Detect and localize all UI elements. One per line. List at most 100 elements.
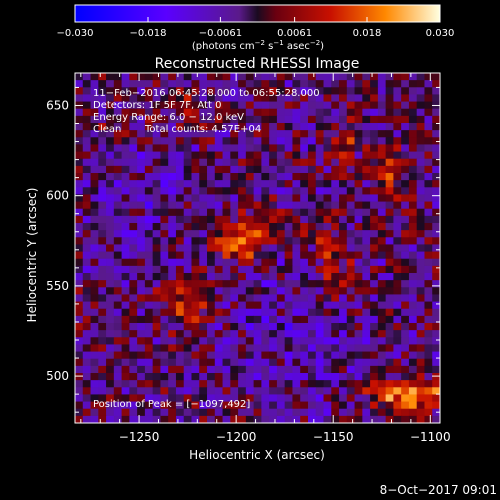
heatmap-cell xyxy=(307,394,317,402)
heatmap-cell xyxy=(137,144,146,152)
heatmap-cell xyxy=(339,101,348,110)
heatmap-cell xyxy=(331,223,340,231)
heatmap-cell xyxy=(292,301,301,310)
heatmap-cell xyxy=(214,244,223,252)
heatmap-cell xyxy=(292,308,301,317)
heatmap-cell xyxy=(230,87,239,95)
heatmap-cell xyxy=(152,337,161,345)
heatmap-cell xyxy=(152,258,161,267)
heatmap-cell xyxy=(90,94,99,102)
heatmap-cell xyxy=(331,230,340,238)
heatmap-cell xyxy=(393,365,402,374)
heatmap-cell xyxy=(168,337,177,345)
heatmap-cell xyxy=(214,215,223,224)
heatmap-cell xyxy=(416,308,425,317)
heatmap-cell xyxy=(269,258,278,267)
heatmap-cell xyxy=(346,337,355,345)
heatmap-cell xyxy=(300,208,309,217)
heatmap-cell xyxy=(144,287,154,295)
heatmap-cell xyxy=(129,230,138,238)
heatmap-cell xyxy=(121,101,130,110)
heatmap-cell xyxy=(222,337,231,345)
heatmap-cell xyxy=(300,401,309,410)
heatmap-cell xyxy=(152,87,161,95)
heatmap-cell xyxy=(323,165,332,174)
heatmap-cell xyxy=(168,287,177,295)
heatmap-cell xyxy=(393,73,402,81)
heatmap-cell xyxy=(377,280,387,288)
heatmap-cell xyxy=(199,280,208,288)
heatmap-cell xyxy=(98,244,107,252)
y-tick-label: 550 xyxy=(46,279,69,293)
heatmap-cell xyxy=(183,365,192,374)
heatmap-cell xyxy=(253,287,262,295)
heatmap-cell xyxy=(214,258,223,267)
heatmap-cell xyxy=(300,280,309,288)
heatmap-cell xyxy=(191,244,200,252)
heatmap-cell xyxy=(362,330,371,338)
heatmap-cell xyxy=(424,344,433,352)
heatmap-cell xyxy=(362,387,371,395)
heatmap-cell xyxy=(168,80,177,88)
heatmap-cell xyxy=(230,294,239,302)
heatmap-cell xyxy=(393,151,402,160)
heatmap-cell xyxy=(307,365,317,374)
heatmap-cell xyxy=(222,265,231,274)
heatmap-cell xyxy=(269,115,278,124)
heatmap-cell xyxy=(393,244,402,252)
heatmap-cell xyxy=(424,80,433,88)
heatmap-cell xyxy=(222,380,231,388)
colorbar xyxy=(74,4,441,23)
heatmap-cell xyxy=(354,223,363,231)
heatmap-cells xyxy=(75,73,441,424)
heatmap-cell xyxy=(207,301,216,310)
heatmap-cell xyxy=(144,130,154,138)
heatmap-cell xyxy=(292,73,301,81)
heatmap-cell xyxy=(214,273,223,281)
heatmap-cell xyxy=(385,394,394,402)
heatmap-cell xyxy=(346,273,355,281)
heatmap-cell xyxy=(207,180,216,188)
heatmap-cell xyxy=(393,101,402,110)
heatmap-cell xyxy=(90,294,99,302)
heatmap-cell xyxy=(385,130,394,138)
heatmap-cell xyxy=(75,344,84,352)
heatmap-cell xyxy=(183,294,192,302)
heatmap-cell xyxy=(416,101,425,110)
heatmap-cell xyxy=(98,87,107,95)
heatmap-cell xyxy=(315,144,324,152)
heatmap-cell xyxy=(222,87,231,95)
heatmap-cell xyxy=(90,180,99,188)
heatmap-cell xyxy=(385,173,394,181)
heatmap-cell xyxy=(370,273,379,281)
heatmap-cell xyxy=(207,408,216,417)
heatmap-cell xyxy=(331,244,340,252)
heatmap-cell xyxy=(152,180,161,188)
heatmap-cell xyxy=(323,323,332,331)
heatmap-cell xyxy=(168,73,177,81)
heatmap-cell xyxy=(214,351,223,360)
heatmap-cell xyxy=(416,73,425,81)
heatmap-cell xyxy=(253,201,262,210)
heatmap-cell xyxy=(245,158,255,167)
heatmap-cell xyxy=(113,330,122,338)
heatmap-cell xyxy=(339,301,348,310)
heatmap-cell xyxy=(315,208,324,217)
heatmap-cell xyxy=(121,380,130,388)
heatmap-cell xyxy=(75,401,84,410)
heatmap-cell xyxy=(175,330,185,338)
heatmap-cell xyxy=(75,130,84,138)
heatmap-cell xyxy=(370,358,379,367)
heatmap-cell xyxy=(284,380,293,388)
heatmap-cell xyxy=(238,101,247,110)
heatmap-cell xyxy=(385,251,394,260)
heatmap-cell xyxy=(82,265,91,274)
heatmap-cell xyxy=(424,187,433,195)
heatmap-cell xyxy=(222,287,231,295)
heatmap-cell xyxy=(269,401,278,410)
annotation-time-range: 11−Feb−2016 06:45:28.000 to 06:55:28.000 xyxy=(93,88,320,99)
heatmap-cell xyxy=(307,144,317,152)
heatmap-cell xyxy=(370,337,379,345)
heatmap-cell xyxy=(121,173,130,181)
heatmap-cell xyxy=(346,123,355,131)
